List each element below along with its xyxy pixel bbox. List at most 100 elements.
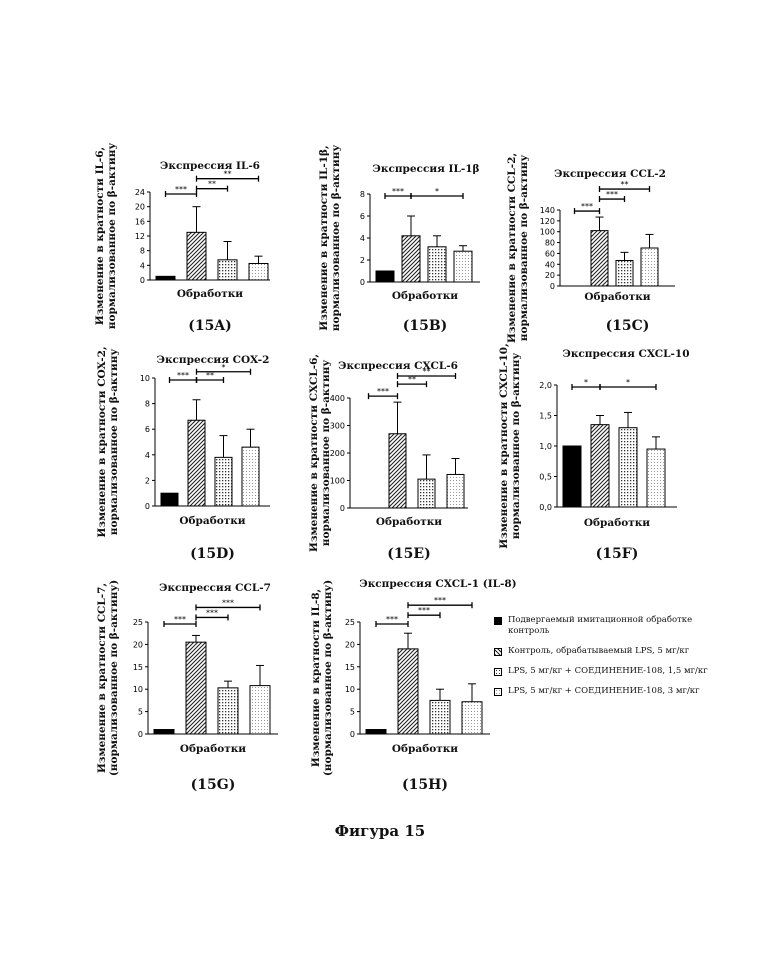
sig-label: ***: [175, 185, 187, 194]
bar-lps-compound-3: [242, 447, 259, 506]
legend-label: LPS, 5 мг/кг + СОЕДИНЕНИЕ-108, 1,5 мг/кг: [508, 666, 708, 676]
y-axis-label: Изменение в кратности CXCL-6,нормализова…: [308, 354, 332, 552]
x-axis-label: Обработки: [584, 291, 650, 303]
figure-caption: Фигура 15: [335, 822, 425, 840]
legend: Подвергаемый имитационной обработке конт…: [494, 615, 724, 706]
y-tick-label: 0: [140, 276, 145, 285]
chart-15C: 020406080100120140********: [540, 180, 675, 291]
y-tick-label: 100: [540, 228, 555, 237]
bar-lps-compound-3: [647, 449, 665, 507]
y-tick-label: 0: [145, 502, 150, 511]
y-tick-label: 20: [133, 640, 143, 649]
y-tick-label: 4: [145, 451, 150, 460]
panel-label: (15F): [596, 546, 639, 562]
bar-lps-compound-3: [447, 474, 464, 508]
bar-lps-control: [389, 434, 406, 508]
y-tick-label: 24: [135, 188, 145, 197]
panel-label: (15C): [606, 318, 650, 334]
panel-label: (15D): [190, 546, 235, 562]
bar-lps-compound-3: [454, 251, 472, 282]
y-tick-label: 15: [345, 663, 355, 672]
y-tick-label: 1,5: [539, 412, 552, 421]
legend-item: Контроль, обрабатываемый LPS, 5 мг/кг: [494, 646, 724, 657]
y-tick-label: 2: [360, 256, 365, 265]
y-tick-label: 6: [145, 425, 150, 434]
x-axis-label: Обработки: [180, 743, 246, 755]
bar-lps-compound-3: [250, 686, 270, 734]
bar-mock-control: [156, 276, 175, 280]
chart-title: Экспрессия COX-2: [157, 354, 270, 366]
bar-lps-control: [186, 642, 206, 734]
bar-lps-compound-1-5: [215, 457, 232, 506]
y-tick-label: 5: [138, 708, 143, 717]
y-tick-label: 0: [340, 504, 345, 513]
chart-title: Экспрессия IL-6: [160, 160, 260, 172]
chart-title: Экспрессия CCL-2: [554, 168, 666, 180]
y-tick-label: 2: [145, 476, 150, 485]
panel-label: (15B): [403, 318, 448, 334]
y-tick-label: 1,0: [539, 442, 552, 451]
y-axis-label: Изменение в кратности CXCL-10,нормализов…: [498, 343, 522, 549]
bar-lps-compound-3: [462, 702, 482, 734]
sig-label: ***: [177, 371, 189, 380]
chart-title: Экспрессия CXCL-6: [338, 360, 458, 372]
bar-lps-compound-1-5: [430, 700, 450, 734]
y-tick-label: 100: [330, 477, 345, 486]
bar-mock-control: [376, 271, 394, 282]
sig-label: ***: [377, 387, 389, 396]
y-axis-label: Изменение в кратности CCL-7,(нормализова…: [96, 580, 120, 776]
bar-lps-compound-1-5: [616, 260, 633, 286]
y-tick-label: 10: [345, 685, 355, 694]
sig-label: ***: [392, 187, 404, 196]
y-tick-label: 4: [140, 261, 145, 270]
y-tick-label: 200: [330, 449, 345, 458]
y-tick-label: 20: [345, 640, 355, 649]
bar-lps-control: [591, 231, 608, 286]
y-tick-label: 120: [540, 217, 555, 226]
bar-lps-compound-3: [249, 264, 268, 281]
bar-lps-control: [398, 649, 418, 734]
y-tick-label: 12: [135, 232, 145, 241]
sig-label: ***: [222, 598, 234, 607]
bar-lps-control: [187, 232, 206, 280]
x-axis-label: Обработки: [584, 517, 650, 529]
bar-lps-compound-1-5: [428, 247, 446, 282]
legend-label: Контроль, обрабатываемый LPS, 5 мг/кг: [508, 646, 689, 656]
y-tick-label: 400: [330, 394, 345, 403]
y-tick-label: 25: [133, 618, 143, 627]
legend-item: LPS, 5 мг/кг + СОЕДИНЕНИЕ-108, 1,5 мг/кг: [494, 666, 724, 677]
chart-15E: 0100200300400*******: [330, 367, 468, 513]
bar-lps-compound-1-5: [218, 260, 237, 280]
x-axis-label: Обработки: [177, 288, 243, 300]
chart-15A: 04812162024*******: [135, 170, 270, 285]
y-tick-label: 140: [540, 206, 555, 215]
y-tick-label: 0: [350, 730, 355, 739]
chart-title: Экспрессия IL-1β: [373, 163, 480, 175]
legend-item: Подвергаемый имитационной обработке конт…: [494, 615, 724, 637]
y-tick-label: 16: [135, 217, 145, 226]
y-axis-label: Изменение в кратности IL-1β,нормализован…: [318, 145, 342, 331]
panel-label: (15E): [387, 546, 430, 562]
sig-label: **: [208, 180, 216, 189]
bar-lps-compound-3: [641, 248, 658, 286]
y-tick-label: 2,0: [539, 381, 552, 390]
legend-swatch: [494, 668, 502, 676]
bar-mock-control: [161, 493, 178, 506]
bar-lps-compound-1-5: [619, 428, 637, 507]
y-tick-label: 0: [138, 730, 143, 739]
legend-label: Подвергаемый имитационной обработке конт…: [508, 615, 692, 636]
chart-title: Экспрессия CCL-7: [159, 582, 271, 594]
y-tick-label: 6: [360, 212, 365, 221]
y-tick-label: 20: [545, 271, 555, 280]
legend-label: LPS, 5 мг/кг + СОЕДИНЕНИЕ-108, 3 мг/кг: [508, 686, 700, 696]
y-tick-label: 4: [360, 234, 365, 243]
y-tick-label: 40: [545, 260, 555, 269]
sig-label: *: [584, 378, 588, 387]
chart-15F: 0,00,51,01,52,0**: [539, 378, 677, 512]
sig-label: ***: [386, 615, 398, 624]
panel-label: (15G): [191, 777, 236, 793]
y-tick-label: 60: [545, 249, 555, 258]
sig-label: *: [626, 378, 630, 387]
bar-lps-control: [188, 420, 205, 506]
